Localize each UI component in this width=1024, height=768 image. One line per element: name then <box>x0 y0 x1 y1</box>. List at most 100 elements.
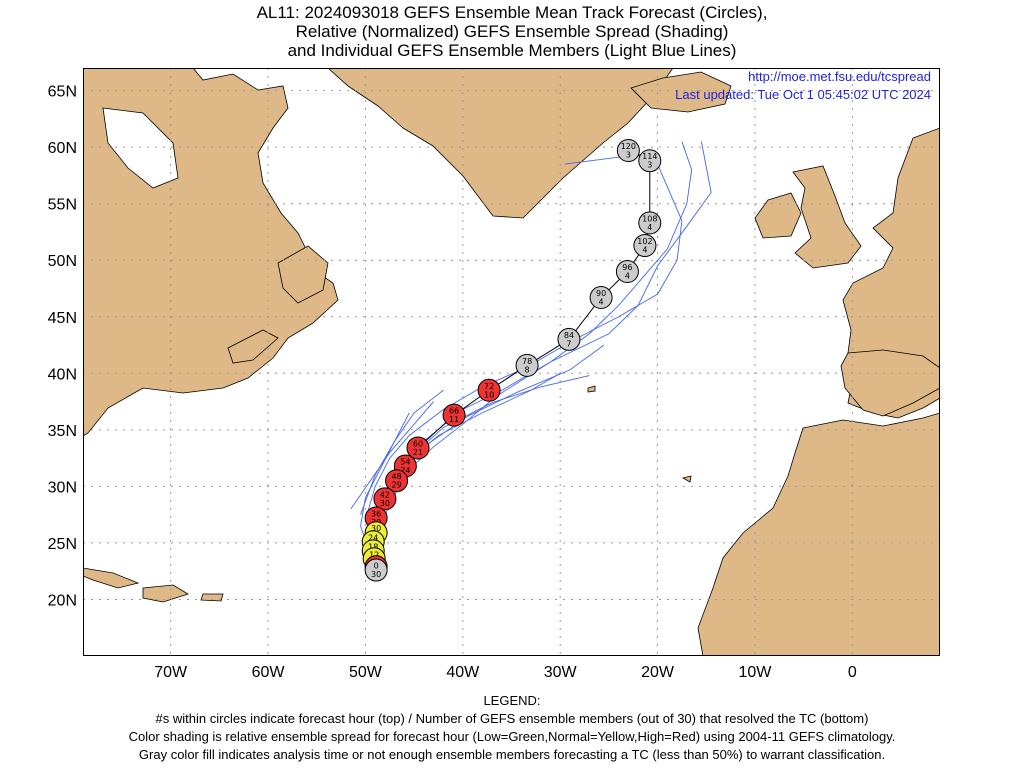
canary-islands <box>681 475 692 483</box>
member-track-line <box>360 389 444 555</box>
forecast-hour-label: 66 <box>449 407 459 416</box>
track-point-circle <box>373 487 397 511</box>
member-track-line <box>360 412 410 515</box>
track-point: 904 <box>589 286 613 310</box>
forecast-hour-label: 78 <box>522 357 532 366</box>
track-point: 847 <box>557 327 581 351</box>
member-count-label: 4 <box>647 223 652 232</box>
track-point-circle <box>633 234 657 258</box>
x-tick-label: 70W <box>154 664 188 681</box>
track-point-circle <box>589 286 613 310</box>
x-tick-label: 40W <box>446 664 480 681</box>
y-tick-label: 60N <box>48 140 77 157</box>
x-tick-label: 10W <box>739 664 773 681</box>
forecast-hour-label: 108 <box>642 214 657 223</box>
africa-land <box>697 412 940 656</box>
track-point: 030 <box>364 558 388 582</box>
forecast-hour-label: 120 <box>621 142 636 151</box>
source-url[interactable]: http://moe.met.fsu.edu/tcspread <box>748 69 931 84</box>
member-count-label: 4 <box>625 272 630 281</box>
y-tick-label: 65N <box>48 84 77 101</box>
member-count-label: 24 <box>400 466 410 475</box>
track-point-circle <box>638 149 662 173</box>
chart-title-line-1: AL11: 2024093018 GEFS Ensemble Mean Trac… <box>256 3 768 22</box>
y-axis-tick-labels: 20N 25N 30N 35N 40N 45N 50N 55N 60N 65N <box>48 84 77 610</box>
forecast-hour-label: 96 <box>622 263 632 272</box>
y-tick-label: 40N <box>48 366 77 383</box>
forecast-hour-label: 12 <box>369 550 379 559</box>
track-point: 964 <box>615 260 639 284</box>
member-count-label: 3 <box>647 161 652 170</box>
nova-scotia-land <box>227 329 279 364</box>
track-point-circle <box>638 211 662 235</box>
track-point-circle <box>515 353 539 377</box>
puerto-rico-land <box>200 593 224 602</box>
track-point-circle <box>477 378 501 402</box>
chart-title-line-2: Relative (Normalized) GEFS Ensemble Spre… <box>295 22 729 41</box>
forecast-hour-label: 30 <box>371 524 381 533</box>
member-count-label: 4 <box>642 246 647 255</box>
member-count-label: 30 <box>371 570 381 579</box>
member-count-label: 3 <box>626 151 631 160</box>
member-count-label: 7 <box>566 339 571 348</box>
track-point: 788 <box>515 353 539 377</box>
member-track-line <box>350 401 434 510</box>
forecast-hour-label: 84 <box>564 331 574 340</box>
forecast-hour-label: 48 <box>391 472 401 481</box>
forecast-hour-label: 102 <box>637 237 652 246</box>
track-point-circle <box>616 139 640 163</box>
forecast-hour-label: 0 <box>374 562 379 571</box>
hispaniola-land <box>142 584 189 603</box>
member-count-label: 21 <box>413 448 423 457</box>
track-point-circle <box>557 327 581 351</box>
member-count-label: 30 <box>380 499 390 508</box>
track-point-circle <box>615 260 639 284</box>
azores-islands <box>587 385 596 393</box>
last-updated-text: Last updated: Tue Oct 1 05:45:02 UTC 202… <box>675 87 931 102</box>
forecast-hour-label: 60 <box>413 439 423 448</box>
track-point-circle <box>385 469 409 493</box>
y-tick-label: 25N <box>48 536 77 553</box>
legend-line-3: Gray color fill indicates analysis time … <box>138 747 886 762</box>
member-track-line <box>364 152 683 521</box>
track-point-circle <box>406 436 430 460</box>
y-tick-label: 45N <box>48 310 77 327</box>
x-tick-label: 0 <box>848 664 857 681</box>
legend-line-1: #s within circles indicate forecast hour… <box>155 711 869 726</box>
y-tick-label: 50N <box>48 253 77 270</box>
caribbean-islands <box>83 567 140 589</box>
legend-line-2: Color shading is relative ensemble sprea… <box>128 729 896 744</box>
forecast-hour-label: 54 <box>400 458 410 467</box>
x-tick-label: 50W <box>349 664 383 681</box>
member-count-label: 11 <box>449 415 459 424</box>
iberia-land <box>840 349 940 417</box>
y-tick-label: 35N <box>48 423 77 440</box>
x-tick-label: 60W <box>252 664 286 681</box>
x-tick-label: 20W <box>641 664 675 681</box>
lat-lon-gridlines <box>83 68 940 656</box>
legend-heading: LEGEND: <box>483 693 541 708</box>
forecast-hour-label: 72 <box>484 382 494 391</box>
y-tick-label: 20N <box>48 592 77 609</box>
track-point-circle <box>364 558 388 582</box>
land-masses <box>83 68 940 656</box>
forecast-hour-label: 114 <box>642 152 657 161</box>
x-axis-tick-labels: 70W 60W 50W 40W 30W 20W 10W 0 <box>154 664 857 681</box>
great-britain-land <box>792 165 862 269</box>
member-count-label: 8 <box>525 365 530 374</box>
hudson-bay-water <box>102 107 179 189</box>
track-point-circle <box>442 403 466 427</box>
member-count-label: 29 <box>391 481 401 490</box>
map-border <box>83 68 940 656</box>
